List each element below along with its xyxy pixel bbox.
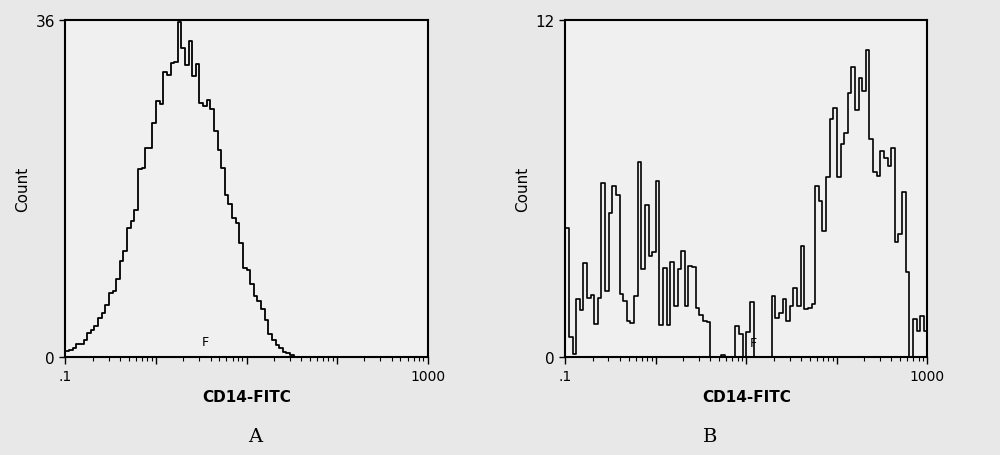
Text: A: A	[248, 427, 262, 445]
Y-axis label: Count: Count	[515, 167, 530, 212]
X-axis label: CD14-FITC: CD14-FITC	[702, 389, 791, 404]
X-axis label: CD14-FITC: CD14-FITC	[202, 389, 291, 404]
Text: F: F	[750, 336, 757, 349]
Y-axis label: Count: Count	[15, 167, 30, 212]
Text: B: B	[703, 427, 717, 445]
Text: F: F	[202, 335, 209, 348]
